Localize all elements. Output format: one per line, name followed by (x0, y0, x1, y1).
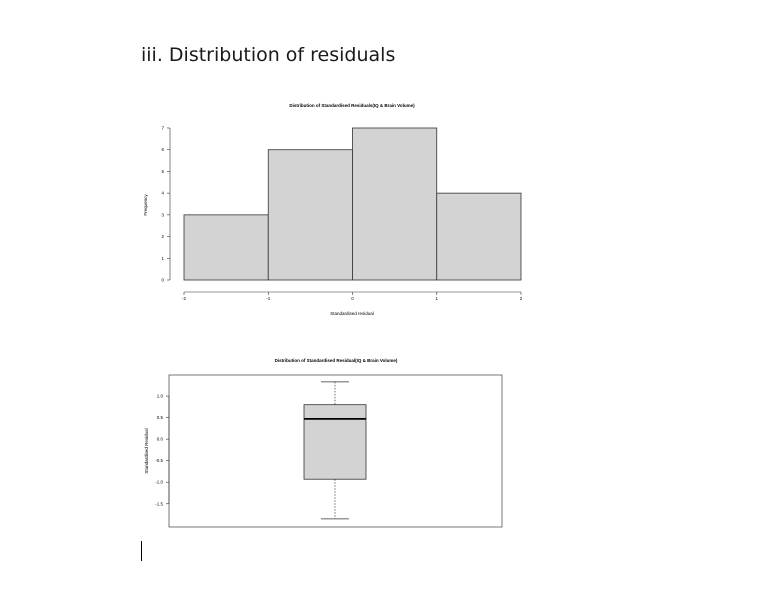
histogram-x-tick-label: -2 (182, 296, 186, 301)
histogram-y-tick-label: 0 (161, 278, 164, 283)
section-heading: iii. Distribution of residuals (141, 44, 396, 66)
histogram-title: Distribution of Standardised Residuals(I… (289, 103, 415, 108)
histogram-y-axis-label: Frequency (143, 194, 148, 216)
histogram-y-tick-label: 5 (161, 169, 164, 174)
histogram-x-tick-label: -1 (266, 296, 270, 301)
histogram-y-tick-label: 6 (161, 147, 164, 152)
histogram-y-axis: 0 1 2 3 4 5 6 7 (161, 126, 171, 283)
histogram-x-tick-label: 2 (520, 296, 523, 301)
histogram-y-tick-label: 3 (161, 212, 164, 217)
histogram-y-tick-label: 2 (161, 234, 164, 239)
histogram-x-tick-label: 1 (435, 296, 438, 301)
histogram-y-tick-label: 7 (161, 126, 164, 131)
histogram-x-tick-label: 0 (351, 296, 354, 301)
histogram-y-tick-label: 4 (161, 191, 164, 196)
histogram-bar (352, 127, 438, 281)
histogram-bar (436, 192, 522, 281)
histogram-y-tick-label: 1 (161, 256, 164, 261)
text-cursor (141, 541, 142, 561)
histogram-bar (267, 149, 353, 281)
histogram-x-axis: -2 -1 0 1 2 (182, 291, 523, 301)
histogram-bar (183, 214, 269, 281)
histogram-bars (183, 127, 522, 281)
histogram-x-axis-label: Standardised residual (330, 311, 374, 316)
